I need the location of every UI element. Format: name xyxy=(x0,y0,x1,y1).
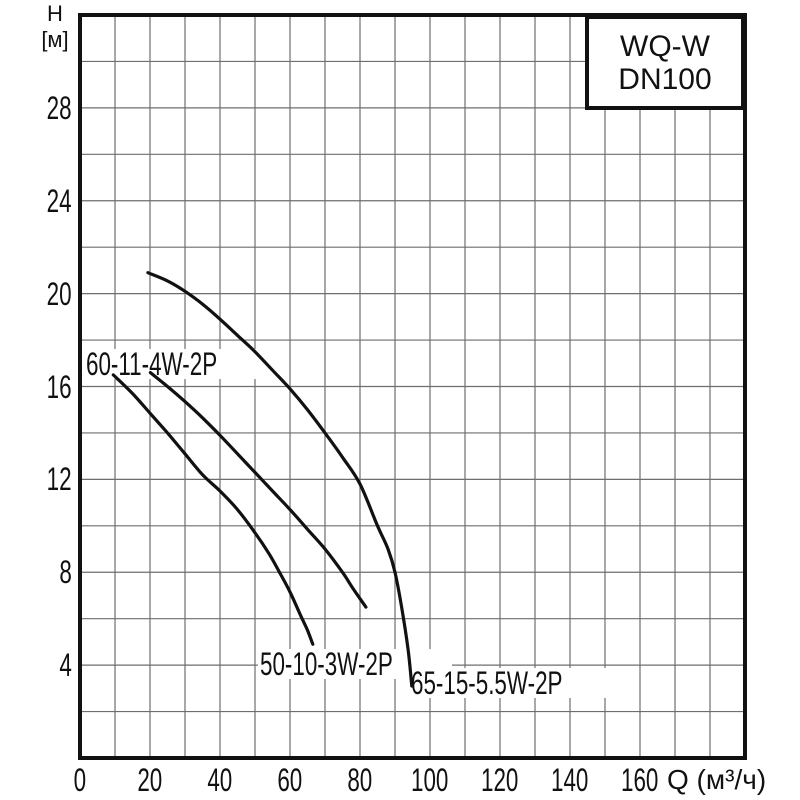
y-tick-label: 8 xyxy=(59,554,72,591)
curve-60-11-4W-2P xyxy=(148,371,368,609)
y-axis-title: H [м] xyxy=(28,1,82,53)
y-axis-symbol: H xyxy=(47,1,63,26)
x-tick-label: 20 xyxy=(137,762,163,798)
series-family-label: WQ-W xyxy=(620,29,710,63)
x-tick-label: 40 xyxy=(207,762,233,798)
x-tick-label: 160 xyxy=(621,762,659,798)
y-axis-unit: [м] xyxy=(41,27,69,52)
x-axis-title: Q (м³/ч) xyxy=(667,764,767,795)
y-tick-label: 24 xyxy=(47,182,72,219)
x-tick-label: 80 xyxy=(347,762,373,798)
x-tick-label: 120 xyxy=(481,762,519,798)
y-tick-label: 16 xyxy=(47,368,72,405)
curve-50-10-3W-2P xyxy=(111,373,315,646)
curve-65-15-5.5W-2P xyxy=(146,271,414,688)
x-tick-label: 140 xyxy=(551,762,589,798)
y-tick-label: 12 xyxy=(47,461,72,498)
series-title-box: WQ-W DN100 xyxy=(585,15,745,110)
curve-label-65-15-5.5W-2P: 65-15-5.5W-2P xyxy=(409,667,630,699)
series-dn-label: DN100 xyxy=(618,62,712,96)
curve-label-60-11-4W-2P: 60-11-4W-2P xyxy=(84,348,276,380)
y-tick-label: 20 xyxy=(47,275,72,312)
y-tick-label: 4 xyxy=(59,647,72,684)
plot-frame xyxy=(78,13,747,760)
x-tick-label: 60 xyxy=(277,762,303,798)
x-tick-label: 0 xyxy=(73,762,87,798)
y-tick-label: 28 xyxy=(47,89,72,126)
x-tick-label: 100 xyxy=(411,762,449,798)
